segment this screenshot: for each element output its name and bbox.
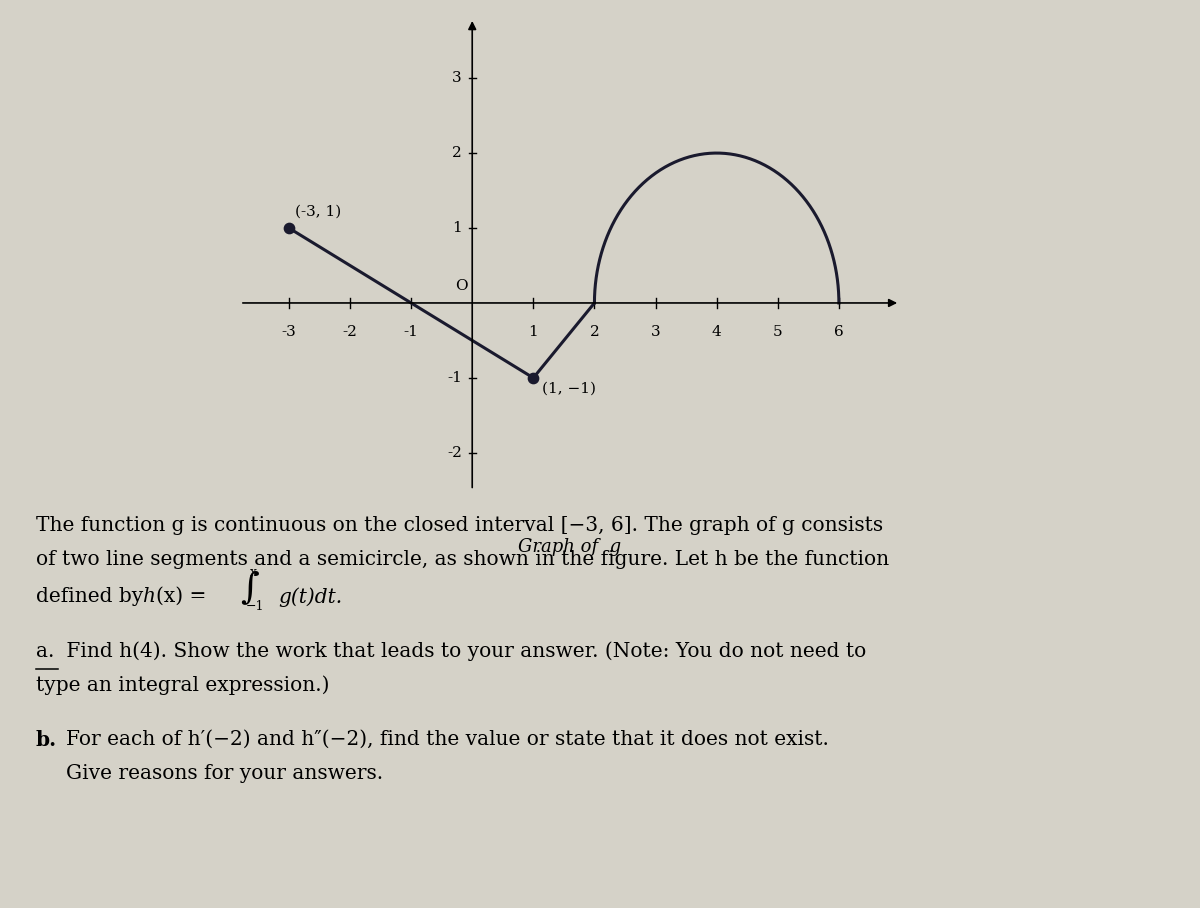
- Text: ∫: ∫: [240, 570, 259, 604]
- Text: (1, −1): (1, −1): [542, 381, 596, 396]
- Text: 3: 3: [452, 71, 462, 85]
- Text: Give reasons for your answers.: Give reasons for your answers.: [66, 764, 383, 783]
- Text: x: x: [250, 567, 257, 579]
- Point: [280, 221, 299, 235]
- Text: (-3, 1): (-3, 1): [295, 205, 341, 219]
- Text: 2: 2: [589, 325, 599, 340]
- Text: 6: 6: [834, 325, 844, 340]
- Text: 4: 4: [712, 325, 721, 340]
- Text: 5: 5: [773, 325, 782, 340]
- Text: 1: 1: [528, 325, 539, 340]
- Text: Graph of  g: Graph of g: [518, 538, 622, 556]
- Text: −1: −1: [246, 600, 264, 613]
- Text: type an integral expression.): type an integral expression.): [36, 676, 330, 696]
- Text: of two line segments and a semicircle, as shown in the figure. Let h be the func: of two line segments and a semicircle, a…: [36, 549, 889, 568]
- Text: h: h: [142, 587, 155, 607]
- Text: Find h(4). Show the work that leads to your answer. (Note: You do not need to: Find h(4). Show the work that leads to y…: [60, 642, 866, 661]
- Text: For each of h′(−2) and h″(−2), find the value or state that it does not exist.: For each of h′(−2) and h″(−2), find the …: [66, 730, 829, 749]
- Text: a.: a.: [36, 642, 54, 660]
- Text: -1: -1: [403, 325, 419, 340]
- Text: 3: 3: [650, 325, 660, 340]
- Text: The function g is continuous on the closed interval [−3, 6]. The graph of g cons: The function g is continuous on the clos…: [36, 516, 883, 535]
- Text: g(t)dt.: g(t)dt.: [278, 587, 342, 607]
- Text: -3: -3: [282, 325, 296, 340]
- Text: -2: -2: [446, 446, 462, 459]
- Text: 1: 1: [452, 221, 462, 235]
- Text: (x) =: (x) =: [156, 587, 212, 607]
- Point: [523, 370, 542, 385]
- Text: -2: -2: [342, 325, 358, 340]
- Text: O: O: [456, 280, 468, 293]
- Text: 2: 2: [452, 146, 462, 160]
- Text: defined by: defined by: [36, 587, 150, 607]
- Text: b.: b.: [36, 730, 58, 750]
- Text: -1: -1: [446, 370, 462, 385]
